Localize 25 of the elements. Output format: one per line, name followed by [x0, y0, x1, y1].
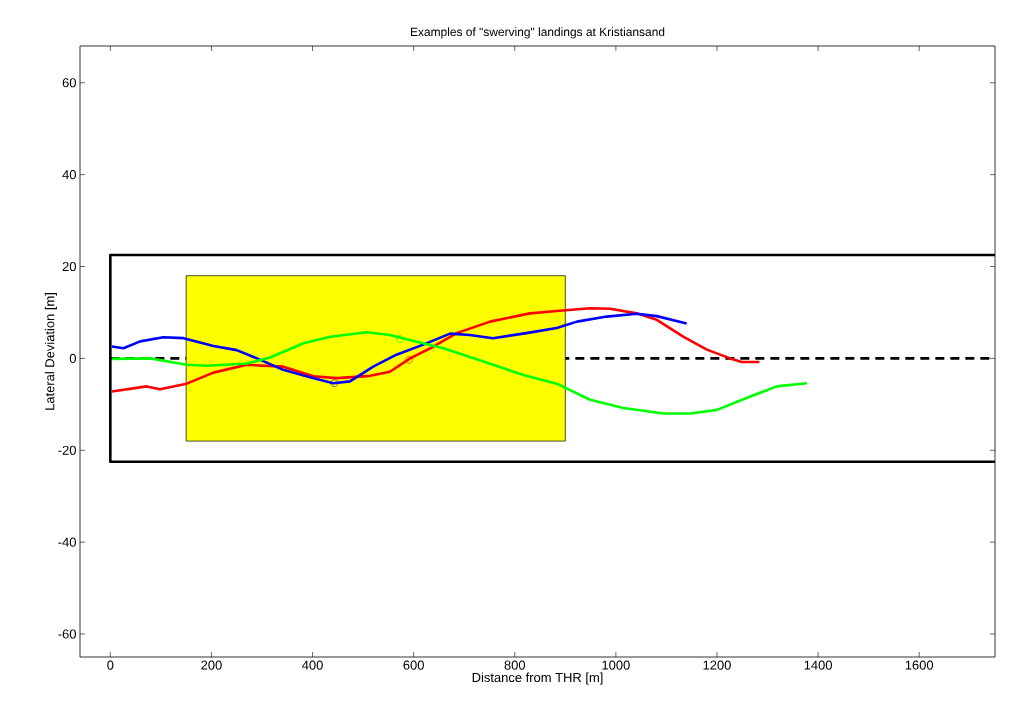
x-tick-label: 200: [201, 660, 222, 670]
line-series: [110, 307, 761, 393]
x-tick-label: 1200: [703, 660, 731, 670]
point: [396, 335, 404, 343]
x-axis-title: Distance from THR [m]: [472, 672, 603, 685]
point: [330, 379, 339, 387]
point: [405, 355, 413, 364]
x-tick-label: 1600: [905, 660, 934, 670]
line-series: [110, 330, 809, 415]
x-tick-label: 0: [107, 660, 114, 670]
chart-title: Examples of "swerving" landings at Kristiansand: [410, 27, 665, 39]
x-tick-label: 600: [403, 660, 424, 670]
x-tick-label: 1400: [804, 660, 832, 670]
y-tick-label: 40: [62, 170, 76, 180]
y-tick-label: 0: [69, 353, 76, 363]
x-tick-label: 800: [504, 660, 526, 670]
x-tick-label: 400: [302, 660, 323, 670]
y-tick-label: -20: [58, 445, 76, 455]
y-tick-label: -60: [58, 629, 76, 639]
y-tick-label: -40: [58, 537, 76, 547]
y-tick-label: 60: [62, 78, 76, 88]
y-axis-title: Lateral Deviation [m]: [44, 293, 57, 410]
line-series: [110, 312, 688, 385]
y-tick-label: 20: [62, 261, 76, 272]
x-tick-label: 1000: [602, 660, 630, 670]
